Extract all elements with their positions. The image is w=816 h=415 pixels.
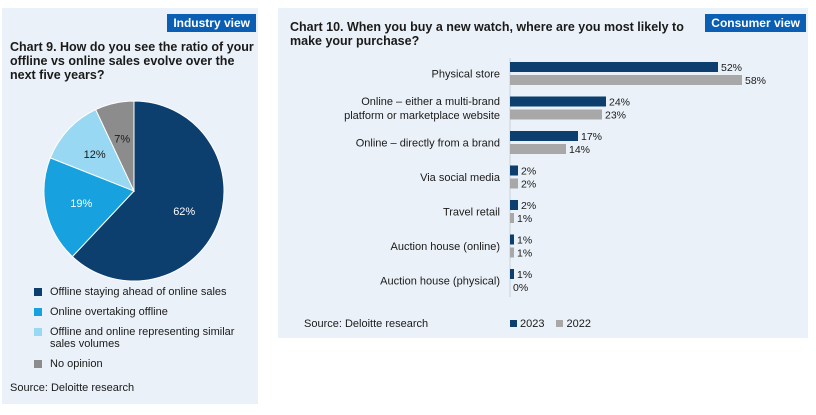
legend-item: Online overtaking offline bbox=[34, 306, 254, 318]
bar-value-label: 14% bbox=[569, 144, 590, 156]
legend-swatch bbox=[34, 328, 42, 336]
industry-view-panel: Industry view Chart 9. How do you see th… bbox=[2, 8, 258, 404]
left-source: Source: Deloitte research bbox=[10, 382, 135, 394]
bar-2023 bbox=[510, 96, 606, 107]
bar-value-label: 1% bbox=[517, 213, 532, 225]
bar-value-label: 1% bbox=[517, 235, 532, 247]
bar-value-label: 2% bbox=[521, 179, 536, 191]
pie-slice bbox=[95, 100, 135, 192]
legend-swatch bbox=[34, 360, 42, 368]
bar-value-label: 0% bbox=[513, 282, 528, 294]
category-label: Travel retail bbox=[443, 207, 500, 219]
bar-2022 bbox=[510, 109, 602, 120]
legend-label: Offline staying ahead of online sales bbox=[50, 286, 227, 298]
legend-item: Offline and online representing similar … bbox=[34, 326, 254, 350]
chart-9-title: Chart 9. How do you see the ratio of you… bbox=[10, 40, 254, 82]
consumer-view-tag: Consumer view bbox=[705, 14, 806, 32]
legend-swatch bbox=[34, 308, 42, 316]
pie-chart: 62% 19% 12% 7% bbox=[43, 100, 225, 282]
bar-2022 bbox=[510, 178, 518, 189]
bar-value-label: 23% bbox=[605, 110, 626, 122]
bar-legend-label: 2022 bbox=[566, 318, 591, 330]
consumer-view-panel: Consumer view Chart 10. When you buy a n… bbox=[278, 8, 808, 338]
bar-2023 bbox=[510, 131, 578, 141]
bar-value-label: 2% bbox=[521, 166, 536, 178]
pie-slice-label: 62% bbox=[173, 206, 195, 218]
bar-legend-swatch bbox=[510, 320, 517, 327]
industry-view-tag: Industry view bbox=[167, 14, 256, 32]
bar-value-label: 1% bbox=[517, 269, 532, 281]
pie-slice bbox=[71, 100, 225, 282]
bar-value-label: 52% bbox=[721, 62, 742, 74]
pie-slice bbox=[49, 108, 135, 192]
pie-slice-label: 12% bbox=[84, 149, 106, 161]
bar-legend: 2023 2022 bbox=[510, 318, 603, 330]
bar-value-label: 24% bbox=[609, 97, 630, 109]
bar-2023 bbox=[510, 269, 514, 279]
legend-item: No opinion bbox=[34, 358, 254, 370]
bar-2023 bbox=[510, 165, 518, 176]
legend-item: Offline staying ahead of online sales bbox=[34, 286, 254, 298]
legend-label: Offline and online representing similar … bbox=[50, 326, 235, 350]
bar-2022 bbox=[510, 144, 566, 154]
legend-swatch bbox=[34, 288, 42, 296]
bar-legend-swatch bbox=[556, 320, 564, 327]
bar-value-label: 1% bbox=[517, 248, 532, 260]
bar-value-label: 17% bbox=[581, 131, 602, 143]
bar-value-label: 2% bbox=[521, 200, 536, 212]
category-label: Online – directly from a brand bbox=[356, 138, 500, 150]
category-label: Via social media bbox=[420, 172, 501, 184]
right-source: Source: Deloitte research bbox=[304, 318, 429, 330]
category-label: Auction house (online) bbox=[391, 241, 500, 253]
bar-2022 bbox=[510, 213, 514, 223]
pie-legend: Offline staying ahead of online sales Onl… bbox=[34, 286, 254, 378]
bar-2023 bbox=[510, 200, 518, 210]
pie-slice-label: 19% bbox=[70, 198, 92, 210]
legend-label: Online overtaking offline bbox=[50, 306, 168, 318]
bar-legend-label: 2023 bbox=[520, 318, 545, 330]
bar-legend-item: 2022 bbox=[556, 318, 591, 330]
bar-2023 bbox=[510, 62, 718, 72]
category-label: Auction house (physical) bbox=[380, 276, 500, 288]
bar-chart: Physical store 52%58% Online – either a mu… bbox=[344, 58, 766, 297]
bar-2022 bbox=[510, 75, 742, 85]
bar-2022 bbox=[510, 247, 514, 258]
pie-slice-label: 7% bbox=[114, 133, 130, 145]
bar-legend-item: 2023 bbox=[510, 318, 544, 330]
legend-label: No opinion bbox=[50, 358, 103, 370]
category-label: Physical store bbox=[432, 69, 500, 81]
chart-10-title: Chart 10. When you buy a new watch, wher… bbox=[290, 20, 684, 48]
bar-2023 bbox=[510, 234, 514, 245]
category-label: Online – either a multi-brand platform or… bbox=[344, 96, 500, 122]
bar-value-label: 58% bbox=[745, 75, 766, 87]
